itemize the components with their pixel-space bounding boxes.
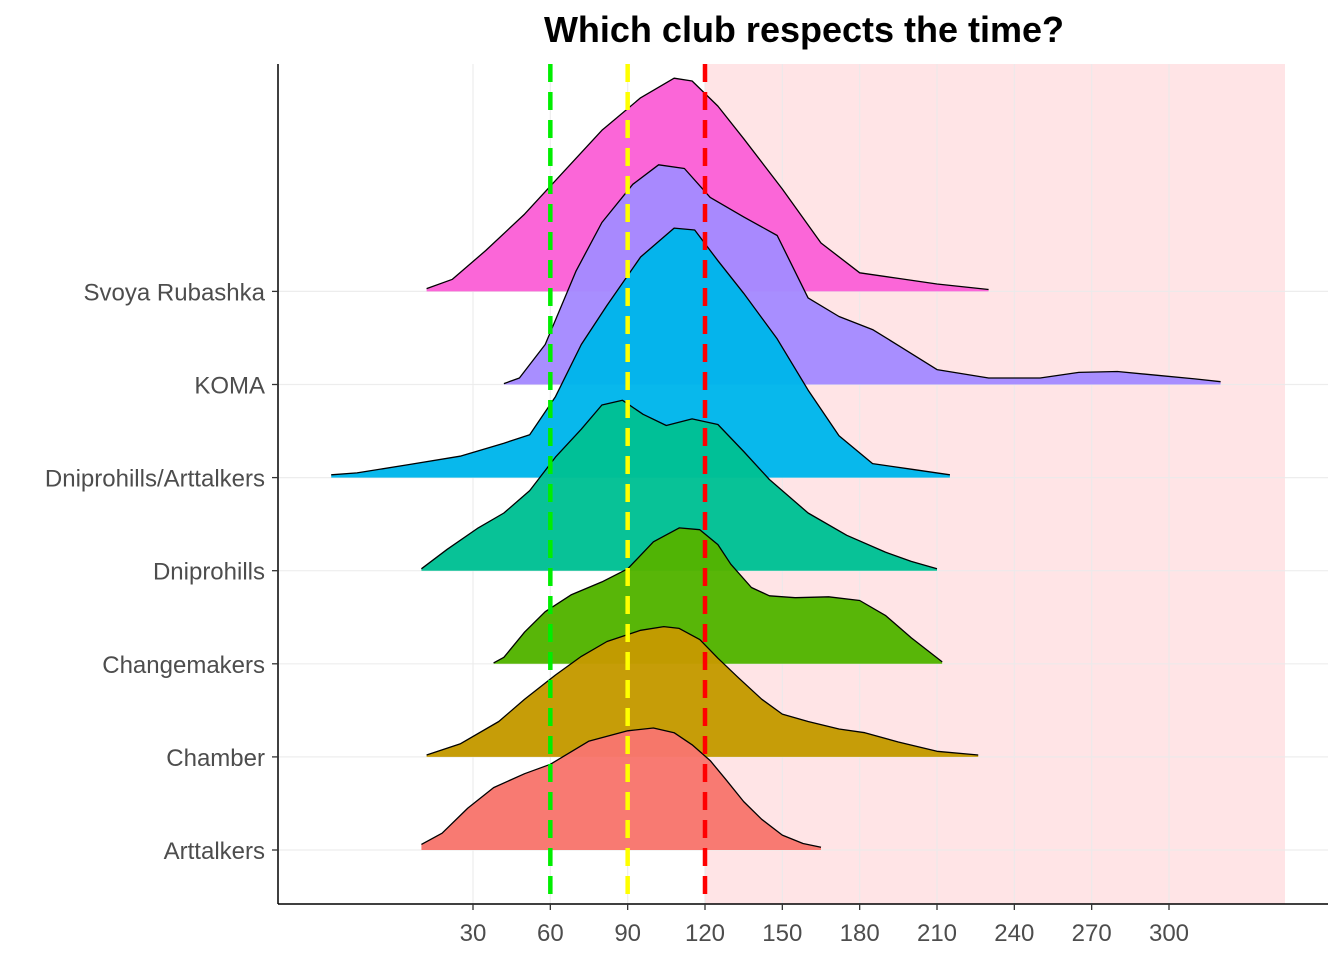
y-tick-label: Dniprohills (153, 559, 265, 586)
ridge-fill (331, 228, 950, 478)
x-tick-label: 60 (537, 920, 564, 947)
ridge-chamber (426, 625, 979, 757)
axes (272, 64, 1328, 910)
x-tick-label: 300 (1149, 920, 1189, 947)
x-tick-label: 240 (994, 920, 1034, 947)
ridge-fill (426, 626, 979, 757)
late-region-shading (705, 64, 1285, 904)
ridge-layer (331, 77, 1221, 850)
ridge-dniprohills-arttalkers (331, 227, 950, 478)
ridge-outline (421, 727, 822, 848)
ridge-fill (493, 527, 943, 664)
ridge-outline (426, 625, 979, 756)
x-tick-label: 210 (917, 920, 957, 947)
ridge-outline (421, 399, 938, 570)
reference-lines (548, 64, 708, 904)
background-layer (705, 64, 1285, 904)
ridge-fill (426, 78, 989, 292)
y-tick-label: Chamber (166, 745, 265, 772)
ridge-outline (331, 227, 950, 476)
ridge-outline (503, 164, 1221, 385)
y-tick-label: Dniprohills/Arttalkers (45, 466, 265, 493)
x-tick-label: 90 (614, 920, 641, 947)
x-tick-label: 270 (1072, 920, 1112, 947)
x-tick-label: 150 (762, 920, 802, 947)
x-tick-label: 120 (685, 920, 725, 947)
tick-labels: 30 60 90 120 150 180 210 240 270 300 Arttalkers Cha… (45, 279, 1189, 947)
ridge-outline (426, 77, 989, 291)
ridge-fill (421, 728, 821, 850)
ridge-arttalkers (421, 727, 822, 850)
y-tick-label: Svoya Rubashka (84, 279, 266, 306)
y-tick-label: Arttalkers (164, 838, 265, 865)
y-tick-label: Changemakers (102, 652, 265, 679)
chart-title: Which club respects the time? (544, 9, 1064, 50)
y-tick-label: KOMA (194, 373, 265, 400)
ridge-svoya-rubashka (426, 77, 989, 292)
x-tick-label: 180 (840, 920, 880, 947)
x-tick-label: 30 (460, 920, 487, 947)
